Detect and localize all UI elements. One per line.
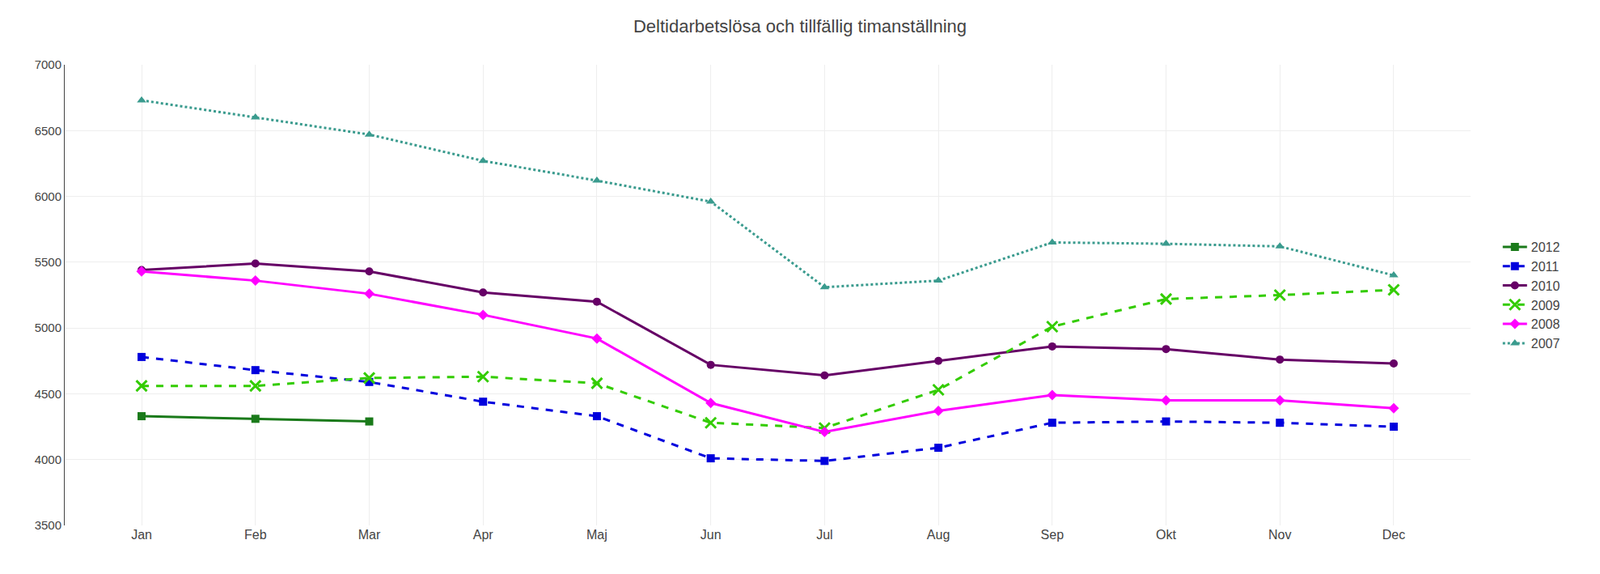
svg-text:5000: 5000	[34, 320, 62, 335]
svg-text:Jul: Jul	[816, 527, 833, 542]
svg-text:Maj: Maj	[586, 527, 608, 542]
svg-text:Deltidarbetslösa och tillfälli: Deltidarbetslösa och tillfällig timanstä…	[633, 16, 967, 37]
svg-text:3500: 3500	[34, 517, 62, 532]
svg-text:2010: 2010	[1531, 279, 1561, 293]
svg-text:4000: 4000	[34, 452, 62, 466]
svg-text:2007: 2007	[1531, 336, 1561, 351]
svg-text:Feb: Feb	[244, 527, 267, 542]
svg-text:5500: 5500	[34, 254, 62, 269]
svg-text:Aug: Aug	[926, 527, 950, 542]
svg-text:Sep: Sep	[1041, 527, 1065, 542]
svg-text:7000: 7000	[34, 57, 62, 72]
svg-text:Okt: Okt	[1155, 527, 1177, 542]
svg-text:6500: 6500	[34, 123, 62, 138]
svg-text:Nov: Nov	[1268, 527, 1292, 542]
svg-text:Jun: Jun	[700, 527, 722, 542]
svg-text:2012: 2012	[1531, 240, 1561, 254]
svg-text:Jan: Jan	[131, 527, 153, 542]
svg-text:6000: 6000	[34, 189, 62, 204]
svg-text:2011: 2011	[1531, 259, 1560, 274]
svg-text:Mar: Mar	[358, 527, 381, 542]
svg-text:4500: 4500	[34, 386, 62, 401]
svg-text:2008: 2008	[1531, 317, 1561, 331]
svg-text:Apr: Apr	[473, 527, 495, 542]
svg-text:2009: 2009	[1531, 298, 1561, 313]
svg-text:Dec: Dec	[1382, 527, 1406, 542]
